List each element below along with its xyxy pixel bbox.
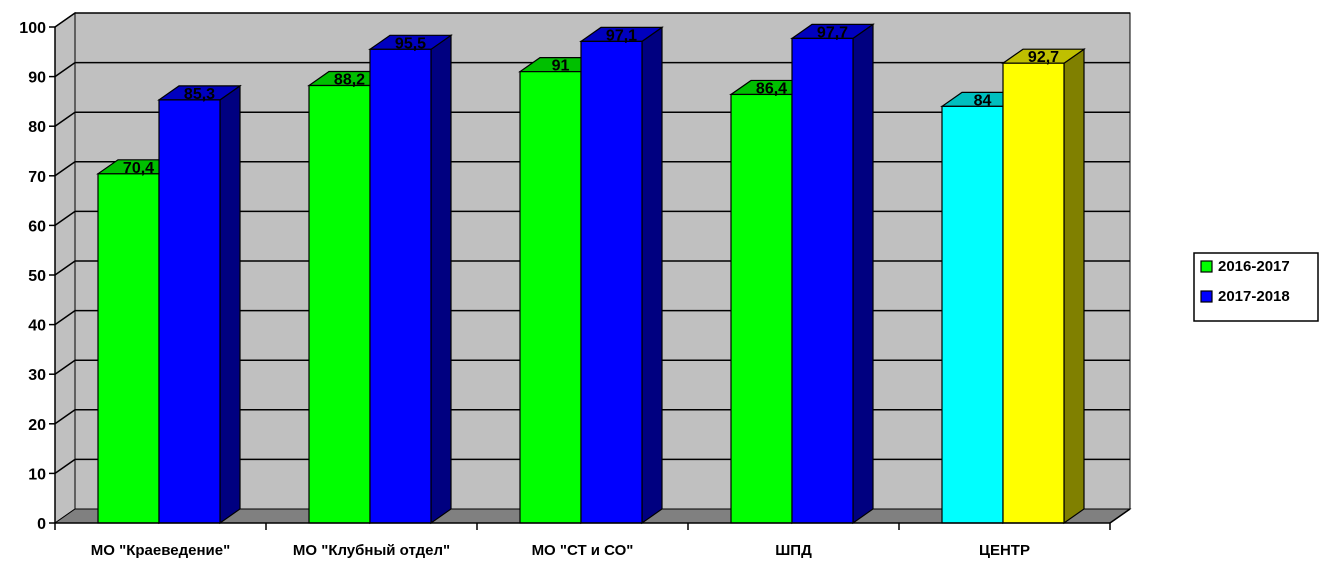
y-tick-label: 0: [37, 516, 46, 533]
bar-side: [852, 23, 874, 525]
legend-swatch: [1200, 290, 1213, 303]
gridline: [54, 61, 1130, 78]
data-label: 92,7: [1028, 49, 1059, 66]
y-tick-label: 20: [28, 417, 46, 434]
bar-front: [1002, 62, 1065, 524]
x-category-label: ШПД: [775, 542, 812, 559]
legend-box: [1193, 252, 1319, 322]
bar: [1001, 48, 1086, 525]
y-axis: 0 10 20 30 40 50 60 70 80 90 100: [19, 20, 56, 533]
y-tick-label: 80: [28, 119, 46, 136]
legend-label: 2016-2017: [1218, 258, 1290, 275]
bar-front: [941, 105, 1004, 524]
bars: [96, 23, 1086, 525]
bar-front: [97, 173, 160, 524]
legend-label: 2017-2018: [1218, 288, 1290, 305]
bar-side: [430, 34, 452, 525]
bar-front: [791, 37, 854, 524]
x-axis-depth-line: [1109, 508, 1131, 524]
bar-front: [308, 84, 371, 524]
bar: [368, 34, 453, 525]
bar-side: [1063, 48, 1085, 525]
y-tick-label: 50: [28, 268, 46, 285]
data-label: 88,2: [334, 72, 365, 89]
data-label: 97,7: [817, 24, 848, 41]
y-tick-label: 70: [28, 169, 46, 186]
y-tick-label: 40: [28, 318, 46, 335]
x-category-label: МО "Краеведение": [91, 542, 230, 559]
data-label: 91: [552, 58, 570, 75]
bar-front: [158, 99, 221, 524]
bar-side: [641, 26, 663, 525]
y-tick-label: 30: [28, 367, 46, 384]
data-label: 86,4: [756, 80, 787, 97]
data-label: 97,1: [606, 27, 637, 44]
bar-front: [519, 71, 582, 524]
bar: [579, 26, 664, 525]
bar: [157, 84, 242, 525]
legend: 2016-2017 2017-2018: [1193, 252, 1319, 322]
bar-front: [369, 48, 432, 524]
bar: [790, 23, 875, 525]
data-labels: 70,4 85,3 88,2 95,5 91 97,1 86,4 97,7 84 92,7: [123, 24, 1059, 176]
x-axis: МО "Краеведение" МО "Клубный отдел" МО "СТ…: [54, 508, 1131, 559]
bar-side: [219, 84, 241, 525]
y-tick-label: 100: [19, 20, 46, 37]
data-label: 70,4: [123, 160, 154, 177]
y-tick-label: 90: [28, 70, 46, 87]
bar-front: [580, 40, 643, 524]
x-category-label: МО "Клубный отдел": [293, 542, 450, 559]
bar-front: [730, 93, 793, 524]
y-tick-label: 10: [28, 466, 46, 483]
y-tick-label: 60: [28, 218, 46, 235]
x-category-label: МО "СТ и СО": [532, 542, 634, 559]
data-label: 84: [974, 92, 992, 109]
legend-swatch: [1200, 260, 1213, 273]
x-category-label: ЦЕНТР: [979, 542, 1030, 559]
gridline: [54, 12, 1130, 28]
data-label: 95,5: [395, 35, 426, 52]
data-label: 85,3: [184, 86, 215, 103]
